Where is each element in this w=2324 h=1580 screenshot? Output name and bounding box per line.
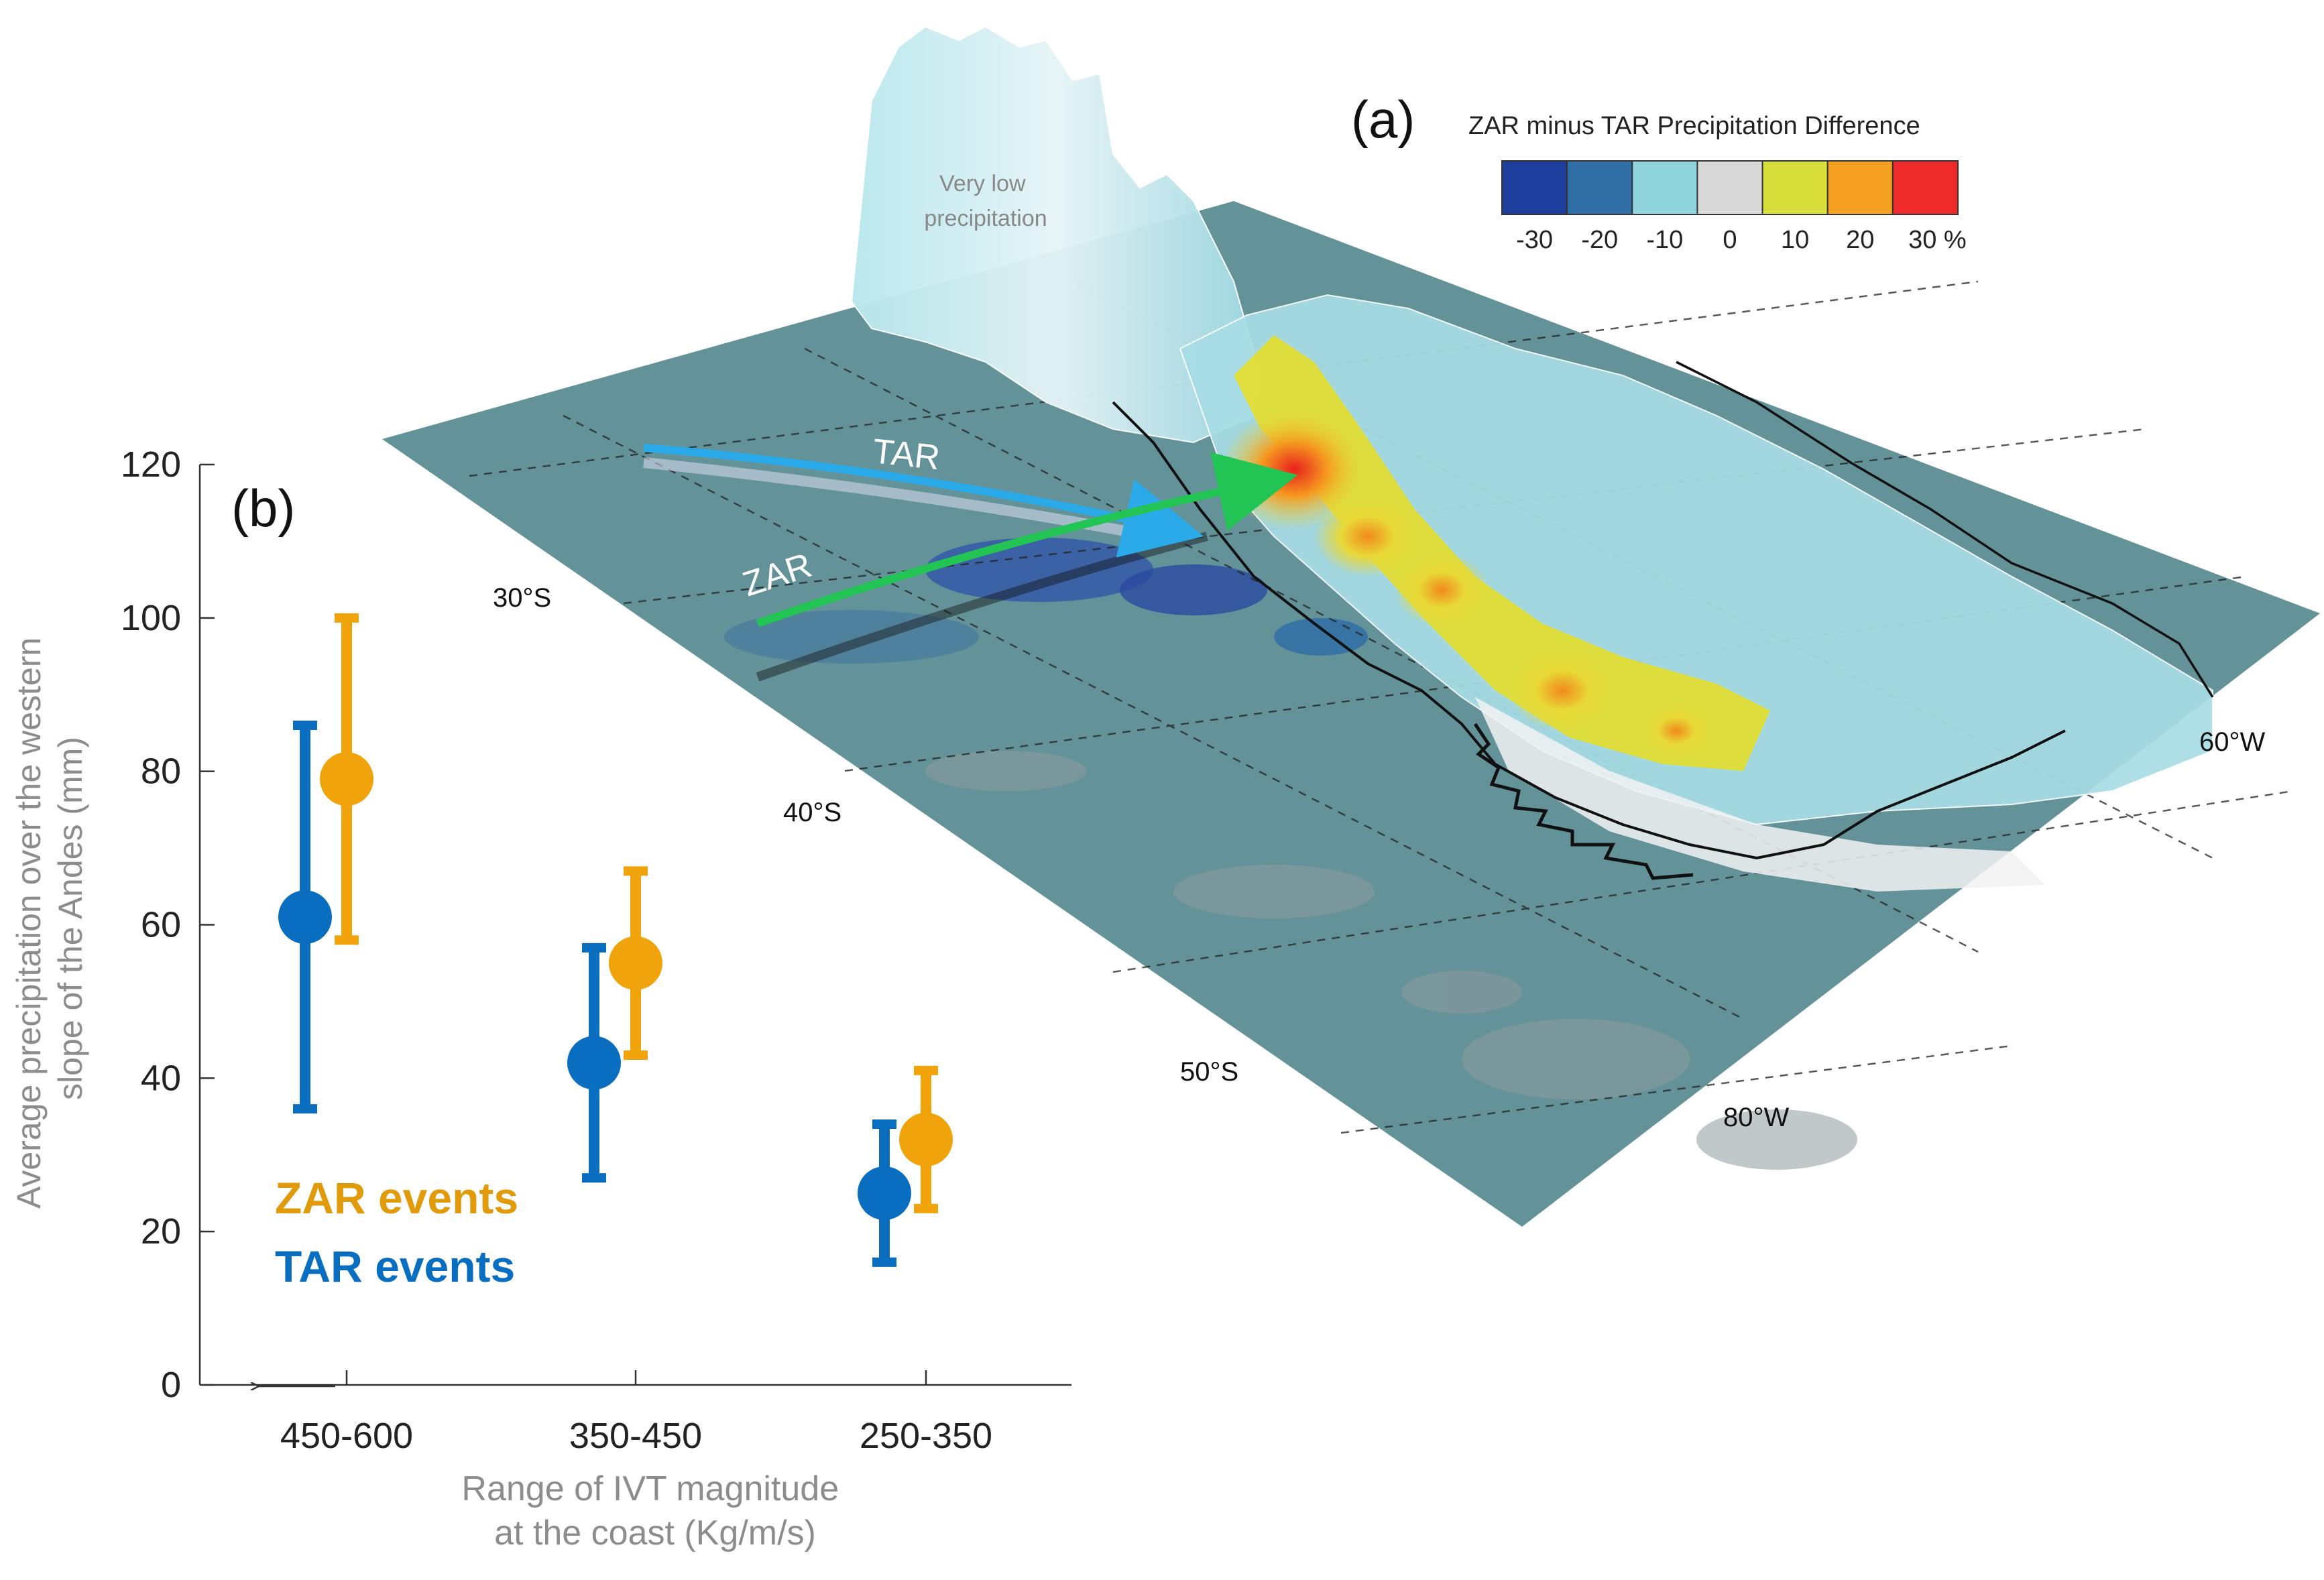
x-axis-title-line2: at the coast (Kg/m/s) — [494, 1514, 816, 1553]
lat-label-30s: 30°S — [493, 583, 551, 613]
x-tick-label: 350-450 — [569, 1416, 702, 1456]
hotspot-warm-2 — [1395, 553, 1489, 627]
panel-a-map — [382, 25, 2320, 1227]
colorbar-title: ZAR minus TAR Precipitation Difference — [1468, 112, 1920, 140]
y-tick-label: 60 — [141, 905, 181, 945]
tar-arrow-label: TAR — [871, 432, 942, 477]
y-tick-label: 120 — [121, 444, 181, 485]
chart-marks — [278, 613, 953, 1267]
legend-zar: ZAR events — [275, 1173, 518, 1223]
dry-ridge — [850, 25, 1262, 444]
andes-surface — [1179, 294, 2213, 826]
x-axis-title-line1: Range of IVT magnitude — [461, 1469, 839, 1508]
y-tick-label: 80 — [141, 751, 181, 792]
colorbar-tick-label: -10 — [1646, 226, 1683, 254]
colorbar-swatch — [1631, 160, 1698, 215]
colorbar-tick-label: 0 — [1723, 226, 1737, 254]
lat-label-40s: 40°S — [783, 798, 841, 827]
map-plane — [382, 201, 2320, 1227]
data-point — [320, 752, 373, 806]
zar-arrow — [756, 452, 1298, 627]
colorbar-frame — [1501, 160, 1959, 215]
data-point — [609, 936, 662, 990]
colorbar-ticks: -30 -20 -10 0 10 20 30 % — [1516, 226, 1967, 254]
x-ticks: 450-600 350-450 250-350 — [280, 1370, 992, 1456]
colorbar-swatches — [1501, 160, 1959, 215]
dry-annotation-line1: Very low — [939, 171, 1026, 196]
fjords — [1473, 723, 1694, 880]
colorbar-swatch — [1761, 160, 1828, 215]
data-point — [858, 1166, 911, 1220]
y-axis-title-line2: slope of the Andes (mm) — [52, 737, 89, 1100]
y-tick-label: 20 — [141, 1211, 181, 1252]
y-axis-title: Average precipitation over the western s… — [10, 628, 89, 1209]
map-grey-patches — [925, 751, 1857, 1170]
y-tick-label: 0 — [161, 1365, 181, 1405]
y-tick-label: 40 — [141, 1058, 181, 1098]
colorbar-tick-label: 20 — [1846, 226, 1874, 254]
colorbar-tick-label: 30 % — [1908, 226, 1967, 254]
legend-tar: TAR events — [275, 1241, 515, 1291]
y-axis-title-line1: Average precipitation over the western — [10, 637, 48, 1209]
colorbar-swatch — [1696, 160, 1763, 215]
x-axis-title: Range of IVT magnitude at the coast (Kg/… — [461, 1469, 848, 1553]
coastline — [1112, 401, 2066, 860]
dry-annotation: Very low precipitation — [924, 171, 1047, 231]
positive-band — [1234, 335, 1770, 771]
panel-a-label: (a) — [1351, 90, 1415, 149]
x-tick-label: 450-600 — [280, 1416, 413, 1456]
colorbar-legend: ZAR minus TAR Precipitation Difference -… — [1468, 112, 1967, 254]
panel-b-chart: 0 20 40 60 80 100 120 450-600 350-450 250-350 (b… — [10, 444, 1071, 1553]
colorbar-swatch — [1826, 160, 1894, 215]
colorbar-tick-label: 10 — [1781, 226, 1809, 254]
colorbar-swatch — [1892, 160, 1959, 215]
lon-label-60w: 60°W — [2199, 727, 2265, 757]
coastal-highlight — [1475, 697, 2045, 892]
panel-b-label: (b) — [231, 479, 295, 538]
x-tick-label: 250-350 — [860, 1416, 992, 1456]
colorbar-tick-label: -30 — [1516, 226, 1553, 254]
data-point — [278, 890, 332, 945]
hotspot-warm-1 — [1314, 496, 1421, 576]
tar-arrow — [643, 444, 1204, 558]
colorbar-swatch — [1501, 160, 1568, 215]
y-tick-label: 100 — [121, 598, 181, 638]
y-ticks: 0 20 40 60 80 100 120 — [121, 444, 215, 1405]
east-border — [1676, 361, 2214, 698]
colorbar-swatch — [1566, 160, 1633, 215]
hotspot-warm-3 — [1509, 650, 1616, 731]
data-point — [899, 1112, 953, 1166]
lon-label-80w: 80°W — [1723, 1103, 1789, 1132]
data-point — [567, 1036, 621, 1090]
hotspot-warm-4 — [1639, 704, 1713, 757]
lat-label-50s: 50°S — [1180, 1057, 1238, 1087]
colorbar-tick-label: -20 — [1581, 226, 1618, 254]
dry-annotation-line2: precipitation — [924, 206, 1047, 231]
